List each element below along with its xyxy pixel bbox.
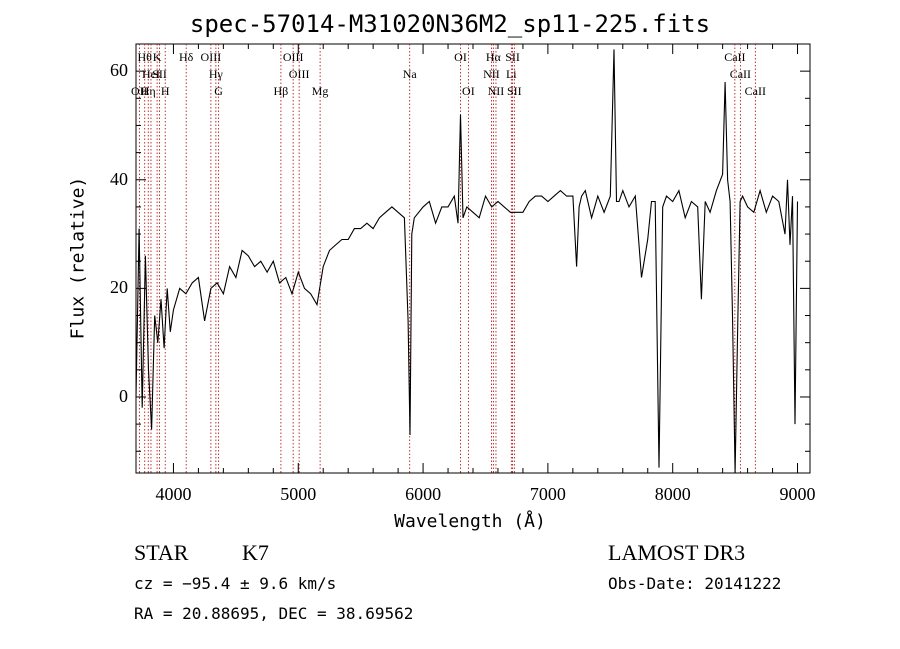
line-label-1: Hθ [138, 50, 153, 64]
x-tick-label: 8000 [654, 484, 691, 504]
redshift-cz: cz = −95.4 ± 9.6 km/s [134, 574, 337, 593]
line-label-14: Mg [312, 84, 329, 98]
y-axis-label: Flux (relative) [67, 176, 89, 340]
object-subclass: K7 [242, 540, 269, 565]
line-label-0: OII [131, 84, 148, 98]
y-tick-label: 60 [110, 60, 128, 81]
y-tick-label: 0 [119, 385, 128, 406]
object-class: STAR [134, 540, 189, 565]
x-tick-label: 5000 [280, 484, 317, 504]
chart-title: spec-57014-M31020N36M2_sp11-225.fits [189, 10, 711, 38]
line-label-15: Na [403, 67, 418, 81]
x-tick-label: 4000 [155, 484, 192, 504]
line-label-5: SII [152, 67, 167, 81]
line-label-10: G [214, 84, 223, 98]
x-tick-label: 6000 [405, 484, 442, 504]
line-label-21: Li [506, 67, 517, 81]
line-label-18: NII [483, 67, 500, 81]
line-label-17: OI [462, 84, 475, 98]
x-tick-label: 7000 [529, 484, 566, 504]
plot-frame [135, 43, 811, 474]
line-label-19: Hα [486, 50, 502, 64]
line-label-25: CaII [730, 67, 751, 81]
y-tick-label: 40 [110, 168, 128, 189]
spectrum-line [135, 49, 799, 474]
line-label-7: Hδ [179, 50, 194, 64]
line-label-4: K [153, 50, 162, 64]
y-tick-label: 20 [110, 277, 128, 298]
survey-name: LAMOST DR3 [608, 540, 746, 565]
line-label-6: H [161, 84, 170, 98]
line-label-26: CaII [745, 84, 766, 98]
line-label-9: Hγ [209, 67, 224, 81]
line-label-16: OI [454, 50, 467, 64]
line-label-23: SII [507, 84, 522, 98]
coordinates: RA = 20.88695, DEC = 38.69562 [134, 604, 414, 623]
observation-date: Obs-Date: 20141222 [608, 574, 782, 593]
line-label-24: CaII [724, 50, 745, 64]
line-label-11: Hβ [274, 84, 289, 98]
line-label-2: Hη [141, 84, 156, 98]
line-label-22: SII [505, 50, 520, 64]
line-label-3: HeI [142, 67, 160, 81]
x-tick-label: 9000 [779, 484, 816, 504]
line-label-20: NII [488, 84, 505, 98]
line-label-8: OIII [201, 50, 222, 64]
line-label-12: OIII [283, 50, 304, 64]
x-axis-label: Wavelength (Å) [394, 511, 546, 532]
line-label-13: OIII [289, 67, 310, 81]
